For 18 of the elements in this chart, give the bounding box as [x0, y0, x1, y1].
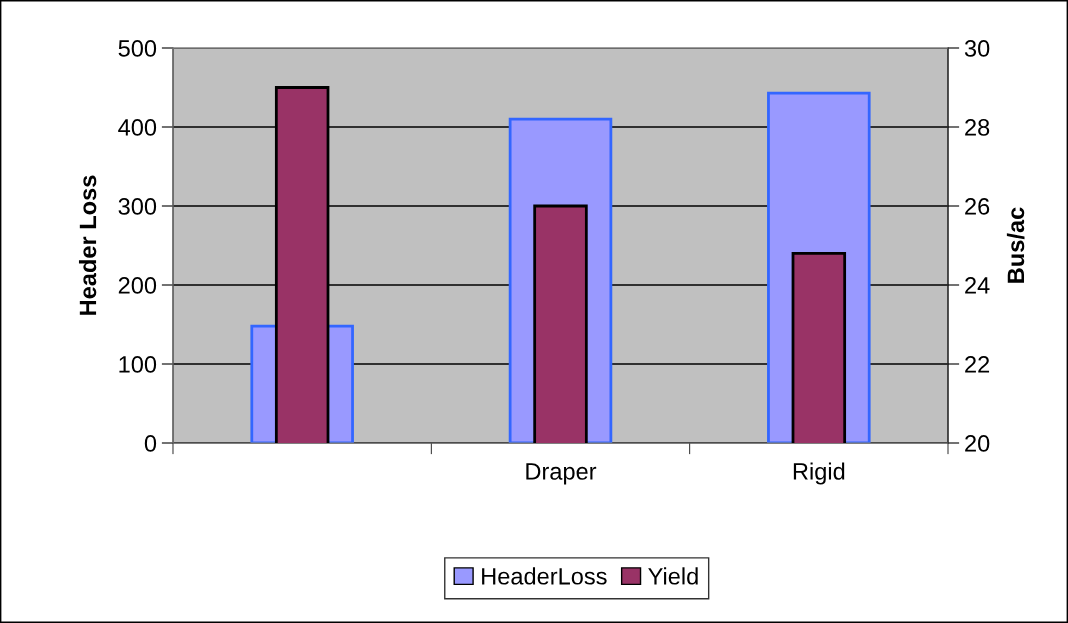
y-tick-label: 200 — [118, 277, 157, 294]
y-tick-label: 300 — [118, 198, 157, 215]
legend-label: HeaderLoss — [482, 567, 607, 585]
y2-tick-label: 26 — [965, 198, 990, 215]
y-tick-label: 500 — [118, 40, 157, 57]
y-axis-title: Header Loss — [78, 175, 97, 315]
x-tick-label: Draper — [526, 463, 597, 485]
y-tick-label: 100 — [119, 356, 157, 373]
y-tick-label: 400 — [118, 119, 157, 136]
legend-label: Yield — [648, 567, 698, 585]
y2-tick-label: 20 — [965, 435, 990, 452]
y-tick-label: 0 — [144, 435, 157, 452]
y2-tick-label: 24 — [965, 277, 990, 294]
x-tick-label: Rigid — [793, 462, 845, 485]
y2-tick-label: 28 — [965, 119, 990, 136]
y2-axis-title: Bus/ac — [1006, 207, 1025, 283]
y2-tick-label: 22 — [965, 356, 990, 373]
y2-tick-label: 30 — [964, 40, 990, 57]
